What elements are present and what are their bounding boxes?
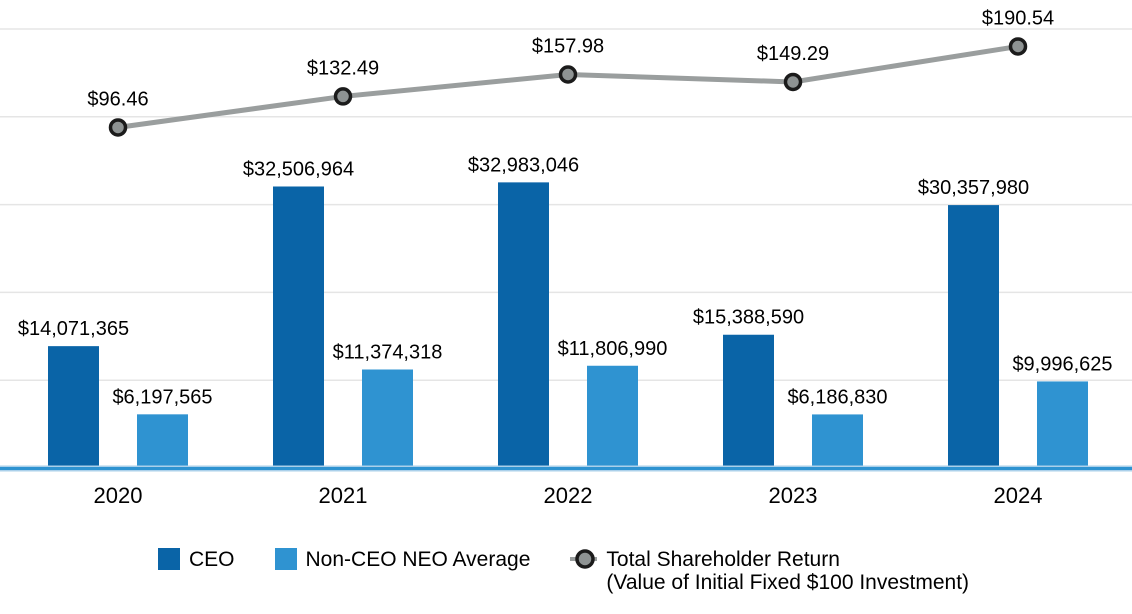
legend-swatch-nonceo bbox=[274, 548, 297, 570]
bar-ceo-2022 bbox=[498, 182, 549, 468]
bar-nonceo-2022 bbox=[587, 365, 638, 468]
x-axis-label-2024: 2024 bbox=[994, 483, 1043, 508]
legend-line-marker-icon bbox=[570, 549, 598, 569]
tsr-value-label: $96.46 bbox=[87, 88, 148, 110]
x-axis-label-2023: 2023 bbox=[769, 483, 818, 508]
bar-ceo-2023 bbox=[723, 334, 774, 468]
bar-nonceo-2024 bbox=[1037, 381, 1088, 468]
tsr-marker-2023 bbox=[783, 72, 803, 92]
legend-label-nonceo: Non-CEO NEO Average bbox=[305, 548, 531, 571]
legend-label-tsr: Total Shareholder Return (Value of Initi… bbox=[606, 547, 969, 594]
legend-item-tsr: Total Shareholder Return (Value of Initi… bbox=[570, 547, 969, 594]
legend-label-ceo: CEO bbox=[189, 548, 235, 571]
x-axis-line bbox=[0, 467, 1132, 470]
combo-chart-plot: $14,071,365 $32,506,964 $32,983,046 $15,388… bbox=[0, 7, 1132, 508]
legend-item-ceo: CEO bbox=[158, 547, 235, 571]
bar-nonceo-2021 bbox=[362, 369, 413, 468]
bar-value-label: $9,996,625 bbox=[1012, 353, 1112, 375]
tsr-line bbox=[117, 43, 1019, 130]
bar-nonceo-2020 bbox=[137, 414, 188, 468]
x-axis-label-2021: 2021 bbox=[319, 483, 368, 508]
tsr-value-label: $190.54 bbox=[982, 7, 1054, 29]
bar-value-label: $11,374,318 bbox=[333, 341, 443, 363]
tsr-value-label: $132.49 bbox=[307, 57, 379, 79]
x-axis-label-2022: 2022 bbox=[544, 483, 593, 508]
tsr-value-label: $157.98 bbox=[532, 35, 604, 57]
tsr-value-label: $149.29 bbox=[757, 43, 829, 65]
bar-value-label: $15,388,590 bbox=[693, 307, 804, 329]
bar-ceo-2024 bbox=[948, 205, 999, 468]
bar-value-label: $14,071,365 bbox=[18, 318, 129, 340]
bar-value-label: $6,186,830 bbox=[787, 386, 887, 408]
tsr-marker-2022 bbox=[558, 65, 578, 84]
bar-value-label: $30,357,980 bbox=[918, 177, 1029, 199]
bar-value-label: $32,506,964 bbox=[243, 158, 354, 180]
bar-nonceo-2023 bbox=[812, 414, 863, 468]
x-axis-label-2020: 2020 bbox=[94, 483, 143, 508]
tsr-marker-2021 bbox=[333, 87, 353, 106]
bar-value-label: $32,983,046 bbox=[468, 154, 579, 176]
legend-label-tsr-line2: (Value of Initial Fixed $100 Investment) bbox=[606, 571, 970, 594]
legend-label-tsr-line1: Total Shareholder Return bbox=[606, 548, 840, 571]
chart-legend: CEO Non-CEO NEO Average Total Shareholde… bbox=[158, 547, 969, 594]
tsr-marker-2024 bbox=[1008, 37, 1028, 56]
legend-item-nonceo: Non-CEO NEO Average bbox=[274, 547, 531, 571]
bar-ceo-2020 bbox=[48, 346, 99, 468]
legend-swatch-ceo bbox=[158, 548, 180, 570]
bar-value-label: $6,197,565 bbox=[112, 386, 212, 408]
bar-value-label: $11,806,990 bbox=[558, 338, 668, 360]
tsr-marker-2020 bbox=[108, 118, 128, 137]
bar-ceo-2021 bbox=[273, 186, 324, 468]
